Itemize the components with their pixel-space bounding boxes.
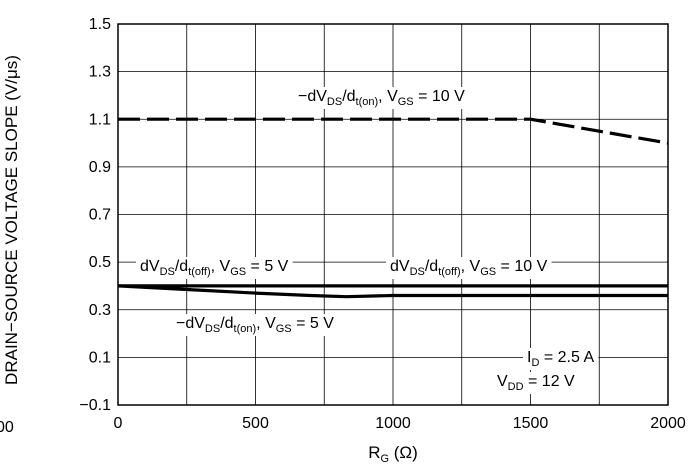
annotation-text: ID = 2.5 A — [527, 349, 594, 369]
annotation-segment: = 5 V — [292, 315, 335, 332]
series-group — [117, 117, 669, 299]
annotation-subscript: GS — [276, 323, 292, 335]
annotation-segment: , V — [378, 88, 398, 105]
y-tick-label: 0.1 — [89, 349, 111, 366]
annotation-segment: = 12 V — [524, 373, 575, 390]
annotation-2: dVDS/dt(off), VGS = 5 V — [136, 257, 293, 279]
annotation-segment: , V — [256, 315, 276, 332]
y-tick-label: 0.9 — [89, 159, 111, 176]
annotation-subscript: DS — [160, 266, 175, 278]
annotation-subscript: DS — [410, 266, 425, 278]
y-tick-label: 1.1 — [89, 111, 111, 128]
series-line-3 — [117, 284, 668, 299]
annotation-segment: = 10 V — [496, 258, 547, 275]
series-line-1 — [118, 117, 669, 145]
annotation-segment: = 2.5 A — [539, 349, 594, 366]
x-axis-label: RG (Ω) — [368, 443, 418, 465]
annotation-text: −dVDS/dt(on), VGS = 5 V — [176, 315, 334, 335]
annotation-background — [136, 257, 293, 279]
annotation-segment: = 5 V — [246, 258, 289, 275]
annotation-segment: /d — [342, 88, 355, 105]
annotation-subscript: D — [531, 357, 539, 369]
x-axis-label-sub: G — [380, 453, 389, 465]
annotation-subscript: t(on) — [234, 323, 257, 335]
annotation-subscript: DS — [327, 96, 342, 108]
annotation-subscript: t(off) — [438, 266, 460, 278]
annotation-subscript: t(on) — [356, 96, 379, 108]
annotation-segment: I — [527, 349, 531, 366]
annotation-text: VDD = 12 V — [497, 373, 575, 393]
annotation-subscript: GS — [230, 266, 246, 278]
annotation-segment: V — [497, 373, 508, 390]
annotation-segment: /d — [425, 258, 438, 275]
annotation-5: ID = 2.5 A — [523, 348, 599, 370]
annotation-background — [523, 348, 599, 370]
y-tick-label: 0.5 — [89, 254, 111, 271]
x-axis-label-rest: (Ω) — [389, 443, 418, 462]
annotation-subscript: GS — [398, 96, 414, 108]
annotation-subscript: GS — [480, 266, 496, 278]
annotation-1: −dVDS/dt(on), VGS = 10 V — [294, 87, 470, 109]
y-tick-label: 1.3 — [89, 64, 111, 81]
annotation-text: −dVDS/dt(on), VGS = 10 V — [298, 88, 465, 108]
annotation-segment: dV — [140, 258, 160, 275]
annotation-segment: , V — [211, 258, 231, 275]
annotation-segment: /d — [220, 315, 233, 332]
annotation-background — [172, 314, 339, 336]
annotation-text: dVDS/dt(off), VGS = 10 V — [390, 258, 548, 278]
annotation-subscript: t(off) — [188, 266, 210, 278]
annotation-segment: dV — [390, 258, 410, 275]
plot-frame — [117, 23, 669, 406]
annotation-3: dVDS/dt(off), VGS = 10 V — [386, 257, 552, 279]
annotation-6: VDD = 12 V — [493, 372, 580, 394]
y-tick-label: 0.7 — [89, 207, 111, 224]
annotation-segment: −dV — [176, 315, 205, 332]
annotation-background — [294, 87, 470, 109]
annotation-segment: −dV — [298, 88, 327, 105]
clipped-tick-label: 00 — [0, 419, 14, 436]
y-axis-label: DRAIN−SOURCE VOLTAGE SLOPE (V/μs) — [2, 55, 21, 385]
annotation-segment: /d — [175, 258, 188, 275]
x-tick-label: 2000 — [650, 415, 686, 432]
annotation-4: −dVDS/dt(on), VGS = 5 V — [172, 314, 339, 336]
annotation-segment: = 10 V — [414, 88, 465, 105]
annotation-background — [386, 257, 552, 279]
annotation-segment: , V — [461, 258, 481, 275]
annotation-text: dVDS/dt(off), VGS = 5 V — [140, 258, 289, 278]
annotation-subscript: DS — [205, 323, 220, 335]
x-tick-label: 500 — [242, 415, 269, 432]
annotation-background — [493, 372, 580, 394]
annotation-subscript: DD — [508, 381, 524, 393]
y-tick-label: 1.5 — [89, 16, 111, 33]
x-axis-label-main: R — [368, 443, 380, 462]
x-tick-label: 1500 — [513, 415, 549, 432]
x-tick-label: 0 — [114, 415, 123, 432]
grid — [118, 23, 668, 406]
x-tick-label: 1000 — [375, 415, 411, 432]
tick-labels: −0.1 0.1 0.3 0.5 0.7 0.9 1.1 1.3 1.5 0 500 1000 1500… — [79, 16, 685, 432]
y-tick-label: −0.1 — [79, 397, 111, 414]
y-tick-label: 0.3 — [89, 302, 111, 319]
